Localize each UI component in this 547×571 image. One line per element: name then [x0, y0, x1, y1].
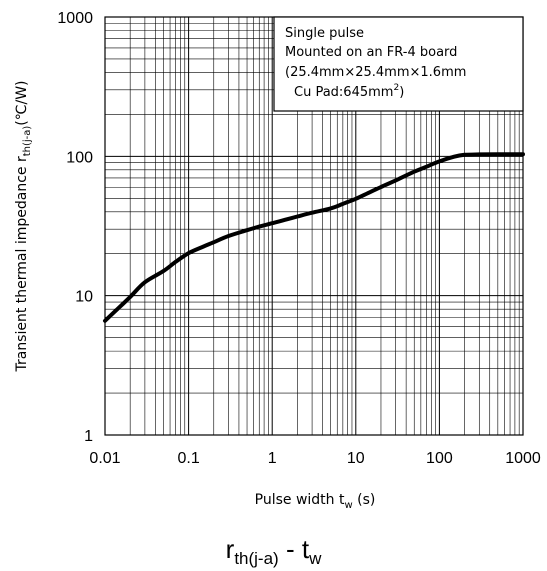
series-line: [103, 152, 525, 323]
x-tick-label: 0.01: [89, 450, 120, 467]
annotation-line-2: Mounted on an FR-4 board: [285, 45, 457, 60]
annotation-line-3: (25.4mm×25.4mm×1.6mm: [285, 65, 466, 80]
y-tick-label: 10: [75, 289, 93, 306]
x-axis-label-text: Pulse width t: [255, 492, 345, 508]
x-tick-label: 1: [268, 450, 277, 467]
annotation-superscript: 2: [393, 83, 399, 93]
annotation-line-4: Cu Pad:645mm2): [294, 83, 404, 100]
y-tick-label: 1: [84, 428, 93, 445]
annotation-box: Single pulse Mounted on an FR-4 board (2…: [273, 16, 524, 112]
series-group: [103, 152, 525, 323]
caption-sub: th(j-a): [234, 549, 279, 569]
y-axis-label-unit: (℃/W): [14, 80, 30, 125]
annotation-frame: [273, 16, 524, 112]
caption-main: r: [225, 534, 235, 564]
x-tick-label: 1000: [505, 450, 541, 467]
y-tick-label: 100: [66, 149, 93, 166]
x-tick-label: 0.1: [177, 450, 199, 467]
caption-sub2: w: [309, 549, 322, 569]
annotation-suffix: ): [399, 85, 404, 100]
grid: [105, 17, 523, 435]
y-axis-label-text: Transient thermal impedance r: [14, 156, 30, 372]
y-tick-label: 1000: [57, 10, 93, 27]
x-axis-label: Pulse width tw (s): [255, 492, 376, 511]
x-tick-labels: 0.01 0.1 1 10 100 1000: [89, 450, 540, 467]
x-axis-label-sub: w: [345, 500, 353, 511]
y-axis-label-sub: th(j-a): [22, 126, 33, 157]
y-tick-labels: 1 10 100 1000: [57, 10, 93, 445]
x-axis-label-unit: (s): [353, 492, 376, 508]
x-tick-label: 10: [347, 450, 365, 467]
chart-caption: rth(j-a) - tw: [0, 534, 547, 569]
y-axis-label: Transient thermal impedance rth(j-a)(℃/W…: [14, 80, 33, 372]
chart: 0.01 0.1 1 10 100 1000 1 10 100 1000 Single puls…: [14, 10, 541, 511]
annotation-line-4-text: Cu Pad:645mm: [294, 85, 393, 100]
caption-dash: - t: [278, 534, 310, 564]
annotation-line-1: Single pulse: [285, 26, 364, 41]
x-tick-label: 100: [426, 450, 453, 467]
